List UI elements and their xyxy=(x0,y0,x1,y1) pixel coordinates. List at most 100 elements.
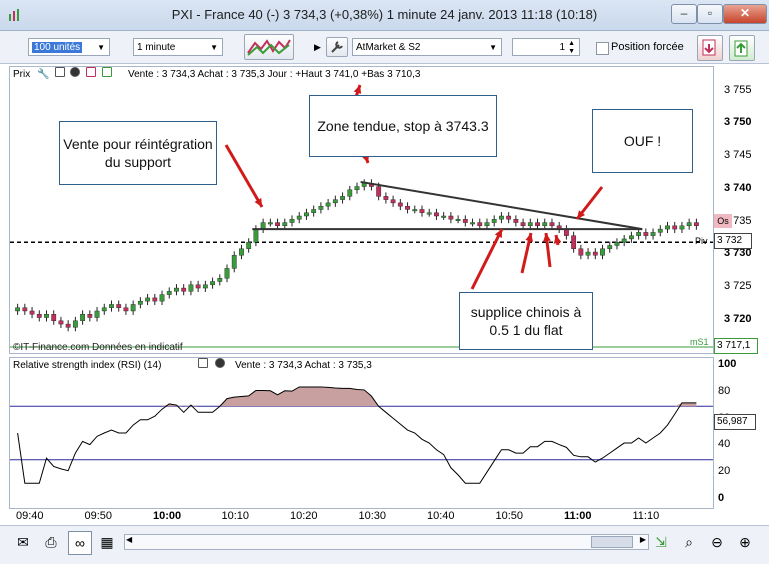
candle-body xyxy=(29,310,35,315)
price-panel-label: Prix xyxy=(13,69,31,80)
candle-body xyxy=(289,219,295,223)
candle-body xyxy=(210,281,215,285)
timeframe-select[interactable]: 1 minute ▼ xyxy=(133,38,223,56)
os-badge: Os xyxy=(714,214,732,228)
chart-icon xyxy=(247,39,291,56)
candle-body xyxy=(629,235,634,240)
scroll-right-icon[interactable]: ▶ xyxy=(639,535,646,544)
rsi-panel: Relative strength index (RSI) (14) Vente… xyxy=(9,357,714,509)
expand-arrow-icon[interactable]: ▶ xyxy=(314,42,321,52)
price-panel-header: Prix 🔧 Vente : 3 734,3 Achat : 3 735,3 J… xyxy=(10,67,713,83)
rsi-panel-header: Relative strength index (RSI) (14) Vente… xyxy=(10,358,713,374)
candle-body xyxy=(665,225,670,230)
indicator-chart-button[interactable] xyxy=(244,34,294,60)
calculator-icon[interactable]: ▦ xyxy=(100,534,114,550)
order-type-select[interactable]: AtMarket & S2 ▼ xyxy=(352,38,502,56)
zoom-out-icon[interactable]: ⊖ xyxy=(711,534,723,550)
rsi-chart xyxy=(10,386,713,484)
candle-body xyxy=(513,219,519,223)
rsi-line xyxy=(17,386,697,484)
window-icon[interactable] xyxy=(198,358,208,368)
close-icon[interactable] xyxy=(70,67,80,77)
price-tick-label: 3 730 xyxy=(724,247,752,260)
order-toolbar: 100 unités ▼ 1 minute ▼ ▶ AtMarket & S2 ▼ 1… xyxy=(0,31,769,64)
candle-body xyxy=(679,225,685,230)
maximize-button[interactable]: ▫ xyxy=(697,4,723,24)
current-price-badge: 3 732 xyxy=(714,233,752,249)
time-tick-label: 11:00 xyxy=(564,510,592,522)
mail-icon[interactable]: ✉ xyxy=(17,534,29,550)
minimize-button[interactable]: – xyxy=(671,4,697,24)
print-icon[interactable]: ⎙ xyxy=(45,534,57,550)
title-bar: PXI - France 40 (-) 3 734,3 (+0,38%) 1 m… xyxy=(0,0,769,31)
time-tick-label: 10:40 xyxy=(427,510,455,522)
candle-body xyxy=(397,202,403,207)
candle-body xyxy=(506,215,512,220)
candle-body xyxy=(643,232,649,236)
candle-body xyxy=(347,189,353,197)
candle-body xyxy=(72,320,78,328)
candle-body xyxy=(188,284,194,292)
rsi-tick-label: 80 xyxy=(718,384,731,397)
annotation-supplice: supplice chinois à 0.5 1 du flat xyxy=(459,292,593,350)
candle-body xyxy=(376,186,382,197)
candle-body xyxy=(116,304,122,308)
candle-body xyxy=(109,304,114,308)
bottom-price-badge: 3 717,1 xyxy=(714,338,758,354)
scroll-left-icon[interactable]: ◀ xyxy=(126,535,133,544)
candle-body xyxy=(571,235,577,249)
close-icon[interactable] xyxy=(215,358,225,368)
candle-body xyxy=(340,196,345,200)
candle-body xyxy=(246,241,252,249)
arrow-supplice-2-head xyxy=(525,233,534,242)
candle-body xyxy=(267,222,273,225)
link-icon[interactable]: ∞ xyxy=(68,531,92,555)
candle-body xyxy=(94,310,100,318)
arrow-zone-top-head xyxy=(353,85,362,94)
zoom-area-icon[interactable]: ⌕ xyxy=(685,534,693,550)
move-chart-icon[interactable]: ⇲ xyxy=(655,534,667,550)
settings-wrench-button[interactable] xyxy=(326,37,348,57)
chevron-down-icon: ▼ xyxy=(210,43,218,52)
candle-body xyxy=(311,209,317,213)
rsi-tick-label: 40 xyxy=(718,438,731,451)
candle-body xyxy=(448,215,454,220)
candle-body xyxy=(22,307,28,312)
candle-body xyxy=(455,219,461,221)
arrow-supplice-4-head xyxy=(553,235,562,244)
quantity-select[interactable]: 100 unités ▼ xyxy=(28,38,110,56)
chevron-down-icon: ▼ xyxy=(489,43,497,52)
quantity-stepper[interactable]: 1 ▲ ▼ xyxy=(512,38,580,56)
scroll-thumb[interactable] xyxy=(591,536,633,548)
price-tick-label: 3 750 xyxy=(724,116,752,129)
wrench-icon[interactable]: 🔧 xyxy=(37,69,50,80)
buy-small-icon[interactable] xyxy=(102,67,112,77)
rsi-panel-label: Relative strength index (RSI) (14) xyxy=(13,360,162,371)
sell-button[interactable] xyxy=(697,35,723,61)
candle-body xyxy=(607,245,613,249)
arrow-ouf-head xyxy=(577,210,586,219)
candle-body xyxy=(354,186,360,191)
forced-position-checkbox[interactable] xyxy=(596,42,609,55)
candle-body xyxy=(477,222,483,227)
candle-body xyxy=(332,199,338,204)
sell-small-icon[interactable] xyxy=(86,67,96,77)
candle-body xyxy=(159,294,165,302)
price-tick-label: 3 755 xyxy=(724,83,752,96)
candle-body xyxy=(484,222,490,227)
price-tick-label: 3 740 xyxy=(724,181,752,194)
wrench-icon xyxy=(331,41,343,53)
horizontal-scrollbar[interactable]: ◀ ▶ xyxy=(124,534,649,550)
zoom-in-icon[interactable]: ⊕ xyxy=(739,534,751,550)
candle-body xyxy=(36,314,42,318)
buy-button[interactable] xyxy=(729,35,755,61)
arrow-vente-head xyxy=(254,198,262,207)
rsi-quote: Vente : 3 734,3 Achat : 3 735,3 xyxy=(235,360,372,371)
close-button[interactable]: ✕ xyxy=(723,4,767,24)
window-icon[interactable] xyxy=(55,67,65,77)
price-tick-label: 3 745 xyxy=(724,149,752,162)
stepper-arrows-icon[interactable]: ▲ ▼ xyxy=(568,40,575,55)
pivot-label: Piv xyxy=(695,236,708,246)
candle-body xyxy=(275,222,280,227)
candle-body xyxy=(123,307,129,312)
